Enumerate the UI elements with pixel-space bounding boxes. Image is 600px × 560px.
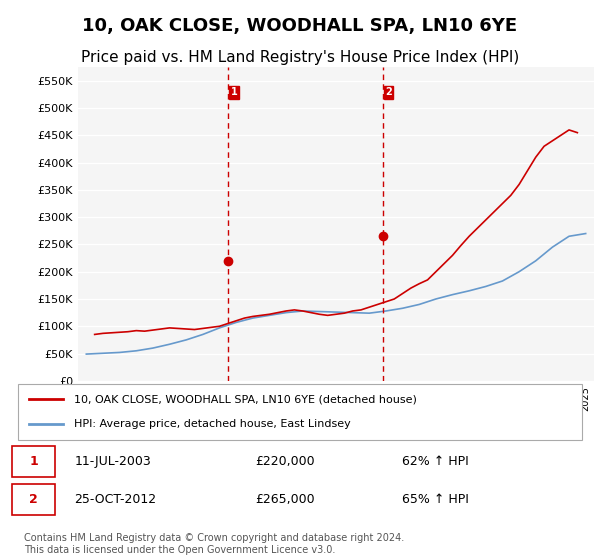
Text: 62% ↑ HPI: 62% ↑ HPI: [401, 455, 468, 468]
Text: 25-OCT-2012: 25-OCT-2012: [74, 493, 157, 506]
FancyBboxPatch shape: [18, 384, 582, 440]
Text: Price paid vs. HM Land Registry's House Price Index (HPI): Price paid vs. HM Land Registry's House …: [81, 50, 519, 66]
Text: HPI: Average price, detached house, East Lindsey: HPI: Average price, detached house, East…: [74, 419, 351, 429]
Text: 1: 1: [230, 87, 238, 97]
Text: 1: 1: [29, 455, 38, 468]
Text: 11-JUL-2003: 11-JUL-2003: [74, 455, 151, 468]
Text: 2: 2: [385, 87, 392, 97]
Text: 2: 2: [29, 493, 38, 506]
Text: £220,000: £220,000: [255, 455, 314, 468]
Text: 10, OAK CLOSE, WOODHALL SPA, LN10 6YE (detached house): 10, OAK CLOSE, WOODHALL SPA, LN10 6YE (d…: [74, 394, 417, 404]
Text: 65% ↑ HPI: 65% ↑ HPI: [401, 493, 469, 506]
Text: Contains HM Land Registry data © Crown copyright and database right 2024.
This d: Contains HM Land Registry data © Crown c…: [23, 533, 404, 555]
FancyBboxPatch shape: [13, 484, 55, 515]
FancyBboxPatch shape: [13, 446, 55, 477]
Text: 10, OAK CLOSE, WOODHALL SPA, LN10 6YE: 10, OAK CLOSE, WOODHALL SPA, LN10 6YE: [82, 17, 518, 35]
Text: £265,000: £265,000: [255, 493, 314, 506]
